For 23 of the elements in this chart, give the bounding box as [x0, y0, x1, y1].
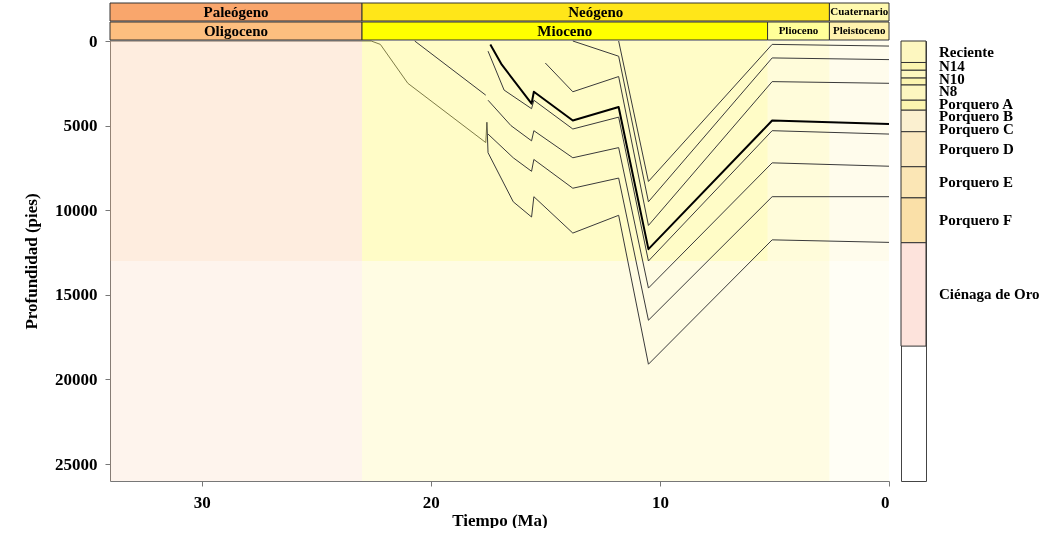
band-label: Mioceno	[537, 23, 593, 39]
x-tick-label: 30	[193, 492, 211, 512]
band-label: Plioceno	[778, 24, 819, 36]
series-label: Reciente	[939, 43, 995, 60]
series-label: Porquero F	[939, 212, 1013, 229]
band-label: Neógeno	[568, 4, 624, 20]
y-tick-label: 0	[89, 31, 98, 51]
series-label: Ciénaga de Oro	[939, 286, 1040, 303]
y-tick-label: 25000	[55, 454, 98, 474]
band-label: Paleógeno	[203, 4, 269, 20]
y-axis-title: Profundidad (pies)	[22, 193, 41, 330]
series-label: Porquero D	[939, 141, 1015, 158]
y-tick-label: 10000	[55, 200, 98, 220]
series-label: Porquero E	[939, 174, 1014, 191]
x-tick-label: 0	[881, 492, 890, 512]
band-label: Pleistoceno	[832, 24, 886, 36]
band-label: Cuaternario	[830, 5, 889, 17]
x-tick-label: 10	[651, 492, 669, 512]
y-tick-label: 20000	[55, 369, 98, 389]
y-tick-label: 5000	[63, 116, 98, 136]
x-tick-label: 20	[422, 492, 440, 512]
y-tick-label: 15000	[55, 285, 98, 305]
band-label: Oligoceno	[203, 23, 269, 39]
